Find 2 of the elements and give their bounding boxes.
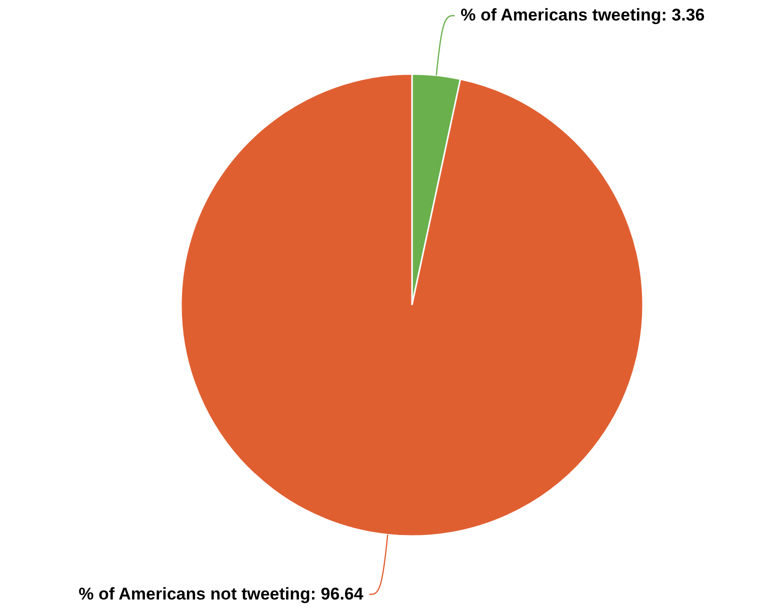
slice-label: % of Americans tweeting: 3.36: [460, 6, 705, 25]
slice-label: % of Americans not tweeting: 96.64: [78, 584, 364, 604]
